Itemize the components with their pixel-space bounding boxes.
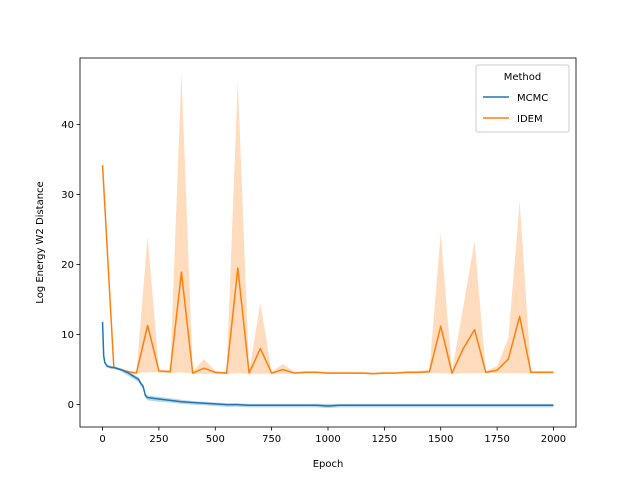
x-tick-label: 1500	[428, 434, 453, 445]
y-tick-label: 10	[61, 330, 74, 341]
x-tick-label: 1250	[372, 434, 397, 445]
x-axis-ticks: 0 250 500 750 1000 1250 1500 1750 2000	[99, 427, 566, 445]
line-idem	[101, 165, 554, 375]
x-tick-label: 1750	[484, 434, 509, 445]
band-mcmc	[102, 319, 554, 409]
x-tick-label: 250	[149, 434, 168, 445]
legend-box	[475, 64, 570, 133]
legend-label-mcmc: MCMC	[517, 93, 548, 104]
x-tick-label: 0	[99, 434, 105, 445]
confidence-bands	[102, 73, 554, 409]
plot-frame	[79, 57, 577, 428]
series-lines	[101, 165, 554, 407]
y-tick-label: 20	[61, 260, 74, 271]
legend: Method MCMC IDEM	[475, 64, 570, 133]
y-axis-label: Log Energy W2 Distance	[35, 181, 46, 303]
x-tick-label: 1000	[315, 434, 340, 445]
y-tick-label: 0	[68, 400, 74, 411]
line-mcmc	[101, 321, 554, 407]
x-tick-label: 2000	[541, 434, 566, 445]
y-tick-label: 30	[61, 190, 74, 201]
x-tick-label: 750	[262, 434, 281, 445]
x-axis-label: Epoch	[313, 459, 344, 470]
legend-title: Method	[504, 72, 542, 83]
y-tick-label: 40	[61, 120, 74, 131]
legend-label-idem: IDEM	[517, 114, 543, 125]
x-tick-label: 500	[206, 434, 225, 445]
y-axis-ticks: 0 10 20 30 40	[61, 120, 80, 411]
band-idem	[102, 73, 554, 375]
